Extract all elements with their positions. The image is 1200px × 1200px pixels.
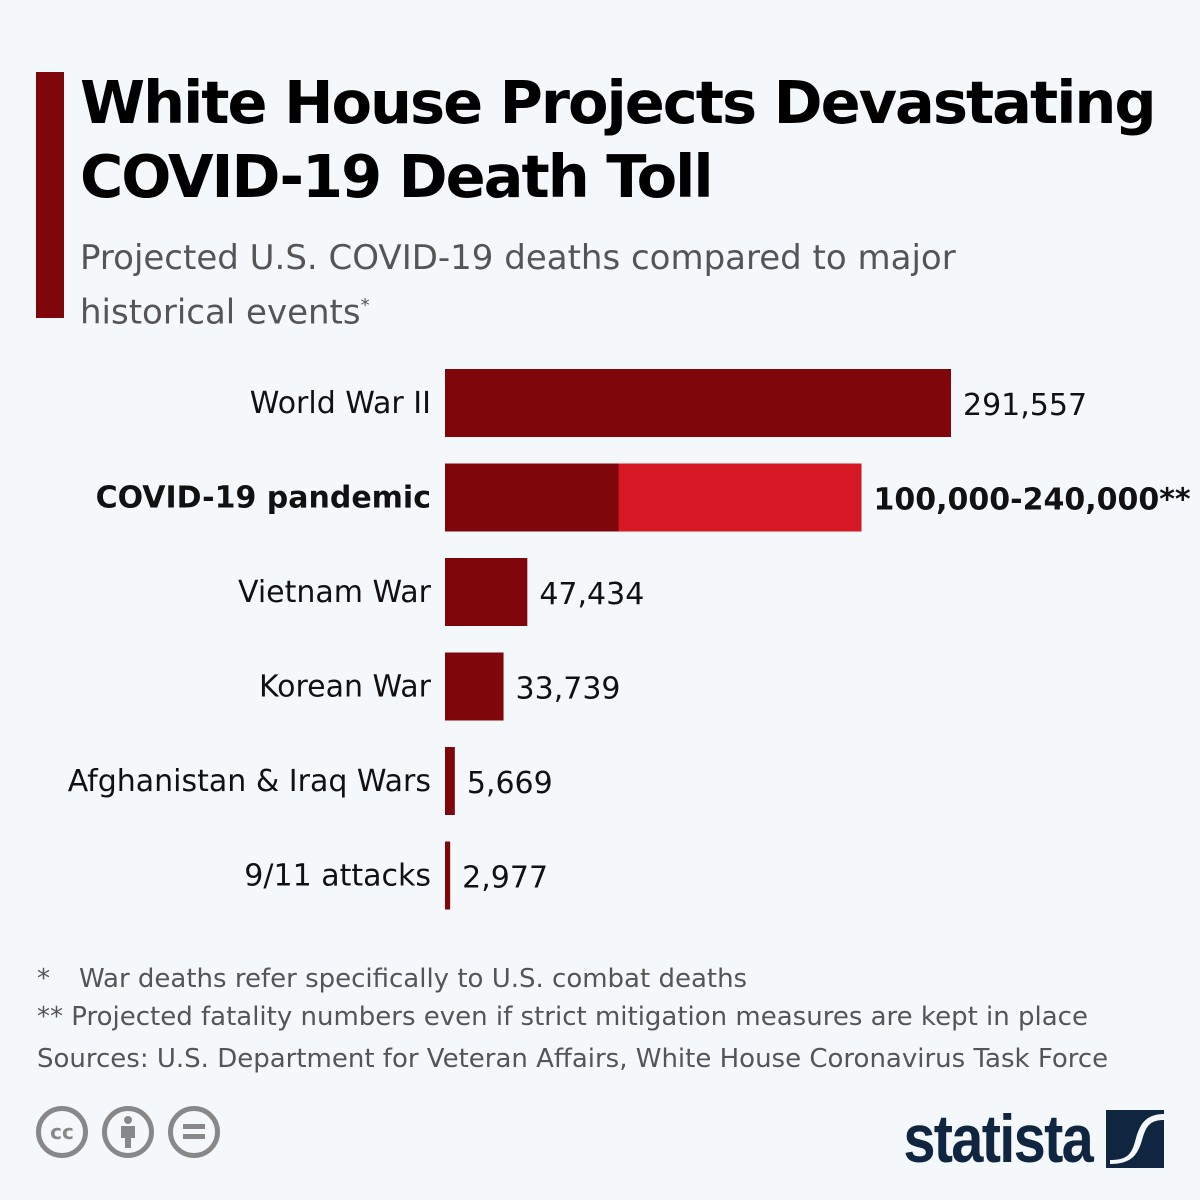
logo-text: statista — [903, 1101, 1093, 1177]
data-label: 5,669 — [467, 766, 553, 801]
footnote-1-text: War deaths refer specifically to U.S. co… — [79, 964, 748, 994]
bar — [445, 558, 528, 626]
category-label: 9/11 attacks — [244, 859, 431, 894]
license-icons: cc — [36, 1106, 220, 1158]
category-label: World War II — [250, 386, 431, 421]
data-label: 291,557 — [963, 388, 1087, 423]
footnote-2: ** Projected fatality numbers even if st… — [37, 1002, 1088, 1032]
subtitle-footnote-mark: * — [360, 295, 370, 316]
footnotes: * War deaths refer specifically to U.S. c… — [37, 960, 1108, 1078]
statista-logo[interactable]: statista — [870, 1100, 1164, 1178]
category-label: COVID-19 pandemic — [96, 481, 431, 516]
subtitle-text: Projected U.S. COVID-19 deaths compared … — [80, 238, 956, 333]
data-label: 33,739 — [516, 672, 621, 707]
cc-icon[interactable]: cc — [36, 1106, 88, 1158]
chart-title: White House Projects Devastating COVID-1… — [80, 68, 1157, 211]
bar — [445, 747, 455, 815]
chart-subtitle: Projected U.S. COVID-19 deaths compared … — [80, 234, 980, 336]
footnote-1: * War deaths refer specifically to U.S. c… — [37, 960, 1108, 998]
attribution-icon[interactable] — [102, 1106, 154, 1158]
bar-range-lower — [445, 463, 619, 532]
data-label: 47,434 — [539, 577, 644, 612]
category-label: Korean War — [259, 670, 432, 705]
data-label: 2,977 — [462, 861, 548, 896]
bar-chart: World War II 291,557 COVID-19 pandemic 100,… — [68, 369, 1191, 910]
title-accent-bar — [36, 72, 64, 318]
footnote-1-mark: * — [37, 964, 50, 994]
category-label: Vietnam War — [238, 575, 432, 610]
category-label: Afghanistan & Iraq Wars — [68, 764, 431, 799]
bar — [445, 369, 951, 437]
bar — [445, 652, 504, 721]
statista-mark-icon — [1106, 1110, 1164, 1168]
data-label: 100,000-240,000** — [874, 483, 1191, 518]
sources: Sources: U.S. Department for Veteran Aff… — [37, 1044, 1109, 1074]
bar — [445, 841, 451, 910]
no-derivatives-icon[interactable] — [168, 1106, 220, 1158]
